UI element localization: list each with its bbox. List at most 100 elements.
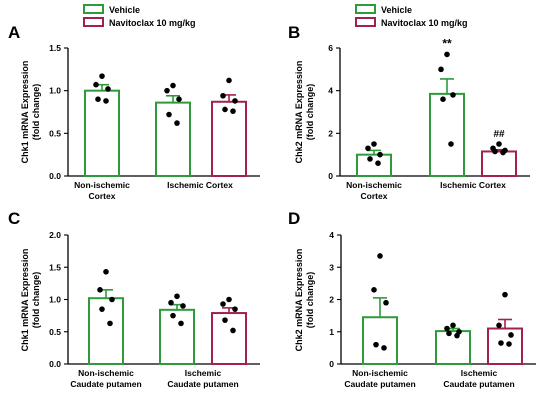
- y-tick-label: 0.0: [49, 359, 61, 369]
- y-tick-label: 2.0: [49, 230, 61, 240]
- panel-b: B 0 2 4 6 Chk2 mRNA Expression(fold change) No…: [288, 4, 530, 201]
- bar: [429, 92, 465, 177]
- data-point: [164, 87, 170, 94]
- category-label: Ischemic Caudate putamen: [167, 368, 238, 389]
- panel-letter: C: [8, 209, 20, 228]
- data-point: [496, 141, 502, 147]
- data-point: [220, 92, 226, 99]
- y-tick-label: 2: [329, 295, 334, 305]
- data-point: [375, 160, 381, 166]
- data-point: [498, 340, 504, 346]
- data-point: [377, 151, 383, 158]
- data-point: [166, 111, 172, 118]
- category-label: Non-ischemic Caudate putamen: [70, 368, 141, 389]
- data-point: [381, 345, 387, 351]
- data-point: [508, 332, 514, 338]
- bar: [356, 153, 392, 178]
- panel-letter: A: [8, 23, 20, 42]
- y-tick-label: 1: [329, 327, 334, 337]
- data-point: [383, 299, 389, 306]
- y-tick-label: 0: [329, 359, 334, 369]
- data-point: [109, 296, 115, 303]
- data-point: [105, 86, 111, 92]
- data-point: [500, 149, 506, 156]
- bar: [362, 316, 398, 365]
- data-point: [454, 332, 460, 339]
- category-label: Non-ischemic Caudate putamen: [344, 368, 415, 389]
- legend-swatch: [83, 17, 104, 27]
- bar: [88, 297, 124, 365]
- y-tick-label: 0: [328, 171, 333, 181]
- data-point: [222, 106, 228, 113]
- bar: [84, 89, 120, 177]
- legend-label: Navitoclax 10 mg/kg: [109, 18, 196, 28]
- bar: [159, 308, 195, 366]
- data-point: [168, 299, 174, 306]
- data-point: [95, 96, 101, 102]
- y-axis-label: Chk2 mRNA Expression(fold change): [294, 249, 315, 352]
- bar: [155, 101, 191, 177]
- data-point: [502, 291, 508, 298]
- y-tick-label: 0.5: [49, 128, 61, 138]
- data-point: [174, 120, 180, 126]
- data-point: [377, 253, 383, 259]
- y-tick-label: 0.0: [49, 171, 61, 181]
- data-point: [365, 145, 371, 152]
- y-tick-label: 1.0: [49, 295, 61, 305]
- y-tick-label: 4: [328, 86, 333, 96]
- data-point: [232, 98, 238, 104]
- legend-label: Vehicle: [109, 5, 140, 15]
- data-point: [371, 287, 377, 293]
- data-point: [103, 268, 109, 275]
- data-point: [170, 82, 176, 89]
- legend-label: Vehicle: [381, 5, 412, 15]
- category-label: Non-ischemic Cortex: [74, 180, 130, 201]
- data-point: [440, 96, 446, 102]
- y-tick-label: 0.5: [49, 327, 61, 337]
- data-point: [99, 306, 105, 312]
- category-label: Ischemic Cortex: [440, 180, 506, 190]
- data-point: [220, 301, 226, 307]
- data-point: [103, 98, 109, 104]
- y-axis-label: Chk1 mRNA Expression(fold change): [20, 249, 41, 352]
- category-label: Ischemic Caudate putamen: [443, 368, 514, 389]
- data-point: [99, 73, 105, 79]
- data-point: [446, 330, 452, 337]
- data-point: [230, 108, 236, 114]
- data-point: [444, 51, 450, 58]
- data-point: [226, 296, 232, 303]
- y-tick-label: 1.0: [49, 86, 61, 96]
- data-point: [174, 293, 180, 300]
- data-point: [373, 341, 379, 348]
- data-point: [222, 317, 228, 323]
- category-label: Ischemic Cortex: [167, 180, 233, 190]
- data-point: [496, 322, 502, 329]
- legend-swatch: [83, 4, 104, 14]
- category-label: Non-ischemic Cortex: [346, 180, 402, 201]
- panel-d: D 0 1 2 3 4 Chk2 mRNA Expression(fold change) N…: [288, 209, 536, 389]
- y-tick-label: 3: [329, 262, 334, 272]
- data-point: [230, 327, 236, 334]
- data-point: [450, 92, 456, 98]
- data-point: [438, 66, 444, 73]
- panel-a: A 0.0 0.5 1.0 1.5 Chk1 mRNA Expression(fold c…: [8, 4, 260, 201]
- panel-letter: B: [288, 23, 300, 42]
- y-tick-label: 6: [328, 43, 333, 53]
- bar: [211, 312, 247, 366]
- data-point: [226, 77, 232, 84]
- y-axis-label: Chk2 mRNA Expression(fold change): [294, 61, 315, 164]
- y-axis-label: Chk1 mRNA Expression(fold change): [20, 61, 41, 164]
- data-point: [444, 325, 450, 332]
- y-tick-label: 4: [329, 230, 334, 240]
- legend-swatch: [355, 17, 376, 27]
- data-point: [232, 306, 238, 312]
- data-point: [170, 312, 176, 319]
- bar: [211, 100, 247, 177]
- y-tick-label: 1.5: [49, 43, 61, 53]
- data-point: [107, 320, 113, 327]
- significance-annotation: ##: [493, 129, 505, 140]
- y-tick-label: 1.5: [49, 262, 61, 272]
- data-point: [492, 148, 498, 155]
- data-point: [97, 287, 103, 293]
- bar: [487, 327, 523, 365]
